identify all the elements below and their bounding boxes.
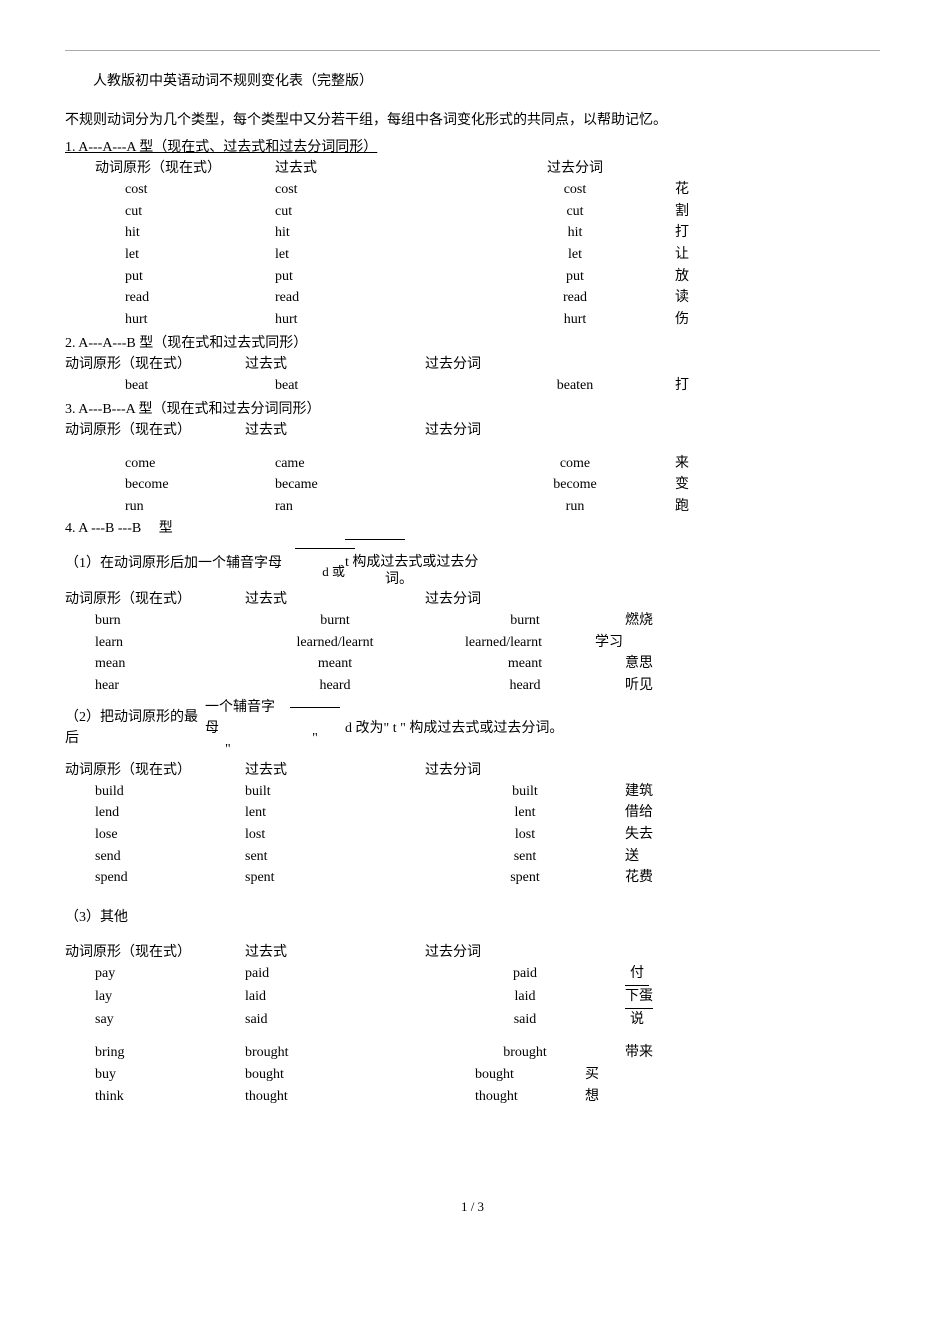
header-pp: 过去分词 — [425, 760, 665, 781]
verb-row: hithithit打 — [125, 222, 880, 244]
verb-row: beatbeatbeaten打 — [125, 375, 880, 397]
verb-row: meanmeantmeant意思 — [95, 653, 880, 675]
verb-row: laylaidlaid下蛋 — [95, 986, 880, 1009]
section-4-title: 4. A ---B ---B 型 — [65, 518, 880, 539]
section-4-2-rule: （2）把动词原形的最 后 一个辅音字母 " " d 改为" t " 构成过去式或… — [65, 697, 880, 760]
header-past: 过去式 — [275, 158, 455, 179]
section-4-1-rule: （1）在动词原形后加一个辅音字母 d 或 t 构成过去式或过去分 词。 — [65, 539, 880, 589]
document-title: 人教版初中英语动词不规则变化表（完整版） — [65, 71, 880, 92]
section-3-title: 3. A---B---A 型（现在式和过去分词同形） — [65, 399, 880, 420]
header-pp: 过去分词 — [425, 420, 665, 441]
header-pp: 过去分词 — [425, 354, 665, 375]
header-past: 过去式 — [245, 942, 425, 963]
verb-row: hearheardheard听见 — [95, 675, 880, 697]
column-headers: 动词原形（现在式） 过去式 过去分词 — [65, 354, 880, 375]
verb-row: putputput放 — [125, 266, 880, 288]
verb-row: paypaidpaid付 — [95, 963, 880, 986]
verb-row: thinkthoughtthought想 — [95, 1086, 880, 1108]
verb-row: buyboughtbought买 — [95, 1064, 880, 1086]
header-base: 动词原形（现在式） — [65, 942, 245, 963]
column-headers: 动词原形（现在式） 过去式 过去分词 — [65, 589, 880, 610]
verb-row: letletlet让 — [125, 244, 880, 266]
header-base: 动词原形（现在式） — [95, 158, 275, 179]
verb-row: burnburntburnt燃烧 — [95, 610, 880, 632]
verb-row: becomebecamebecome变 — [125, 474, 880, 496]
column-headers: 动词原形（现在式） 过去式 过去分词 — [65, 760, 880, 781]
intro-text: 不规则动词分为几个类型，每个类型中又分若干组，每组中各词变化形式的共同点，以帮助… — [65, 110, 880, 131]
column-headers: 动词原形（现在式） 过去式 过去分词 — [65, 942, 880, 963]
header-past: 过去式 — [245, 420, 425, 441]
verb-row: readreadread读 — [125, 287, 880, 309]
verb-row: loselostlost失去 — [95, 824, 880, 846]
verb-row: buildbuiltbuilt建筑 — [95, 781, 880, 803]
verb-row: saysaidsaid说 — [95, 1009, 880, 1031]
section-1-title: 1. A---A---A 型（现在式、过去式和过去分词同形） — [65, 137, 880, 158]
header-pp: 过去分词 — [425, 589, 665, 610]
verb-row: comecamecome来 — [125, 453, 880, 475]
header-pp: 过去分词 — [425, 942, 665, 963]
column-headers: 动词原形（现在式） 过去式 过去分词 — [95, 158, 880, 179]
verb-row: cutcutcut割 — [125, 201, 880, 223]
verb-row: bringbroughtbrought带来 — [95, 1042, 880, 1064]
verb-row: learnlearned/learntlearned/learnt学习 — [95, 632, 880, 654]
column-headers: 动词原形（现在式） 过去式 过去分词 — [65, 420, 880, 441]
header-past: 过去式 — [245, 760, 425, 781]
header-base: 动词原形（现在式） — [65, 589, 245, 610]
verb-row: runranrun跑 — [125, 496, 880, 518]
header-pp: 过去分词 — [455, 158, 695, 179]
top-divider — [65, 50, 880, 51]
header-base: 动词原形（现在式） — [65, 760, 245, 781]
section-1-rows: costcostcost花 cutcutcut割 hithithit打 letl… — [65, 179, 880, 331]
verb-row: hurthurthurt伤 — [125, 309, 880, 331]
page-number: 1 / 3 — [65, 1197, 880, 1217]
section-4-3-title: （3）其他 — [65, 907, 880, 928]
section-2-title: 2. A---A---B 型（现在式和过去式同形） — [65, 333, 880, 354]
verb-row: lendlentlent借给 — [95, 802, 880, 824]
header-base: 动词原形（现在式） — [65, 354, 245, 375]
header-base: 动词原形（现在式） — [65, 420, 245, 441]
verb-row: sendsentsent送 — [95, 846, 880, 868]
verb-row: spendspentspent花费 — [95, 867, 880, 889]
header-past: 过去式 — [245, 354, 425, 375]
header-past: 过去式 — [245, 589, 425, 610]
verb-row: costcostcost花 — [125, 179, 880, 201]
